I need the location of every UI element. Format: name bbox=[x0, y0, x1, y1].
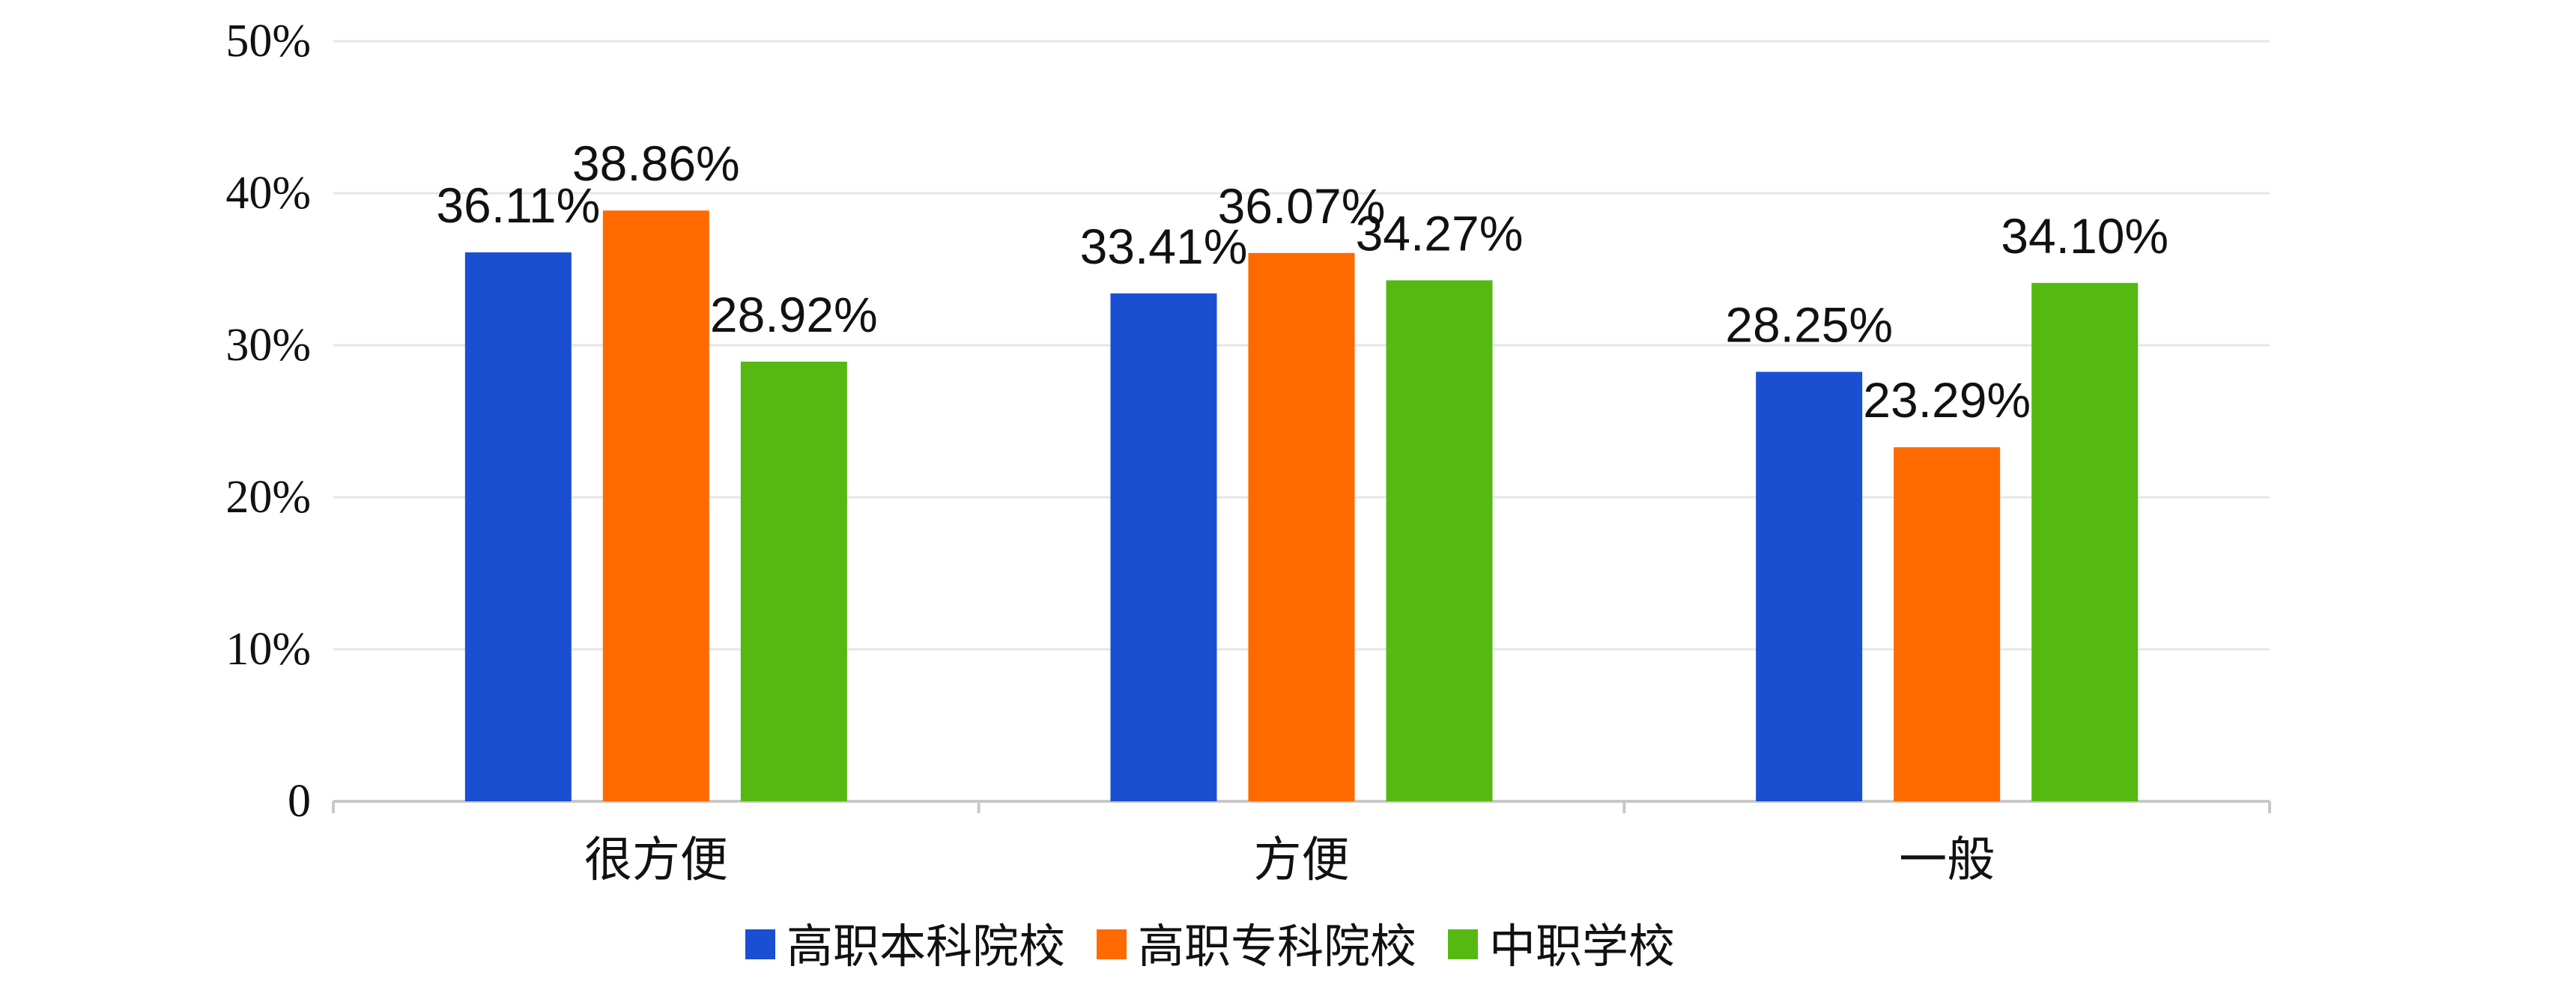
x-category-label: 很方便 bbox=[584, 833, 728, 888]
y-tick-label: 40% bbox=[225, 168, 311, 219]
x-category-label: 方便 bbox=[1254, 833, 1350, 888]
bar bbox=[2031, 282, 2139, 801]
legend-swatch bbox=[745, 929, 775, 959]
data-label: 28.92% bbox=[710, 287, 878, 342]
x-category-label: 一般 bbox=[1899, 833, 1995, 888]
y-tick-label: 10% bbox=[225, 624, 311, 675]
y-tick-label: 0 bbox=[288, 776, 311, 827]
legend-swatch bbox=[1097, 929, 1127, 959]
bar bbox=[1894, 447, 2001, 801]
data-label: 36.07% bbox=[1218, 178, 1386, 234]
legend: 高职本科院校 高职专科院校 中职学校 bbox=[745, 919, 1675, 974]
bar bbox=[1110, 293, 1217, 802]
legend-label: 高职专科院校 bbox=[1138, 919, 1416, 974]
bar bbox=[1386, 280, 1493, 802]
data-label: 34.27% bbox=[1356, 205, 1524, 261]
legend-swatch bbox=[1448, 929, 1478, 959]
data-label: 28.25% bbox=[1725, 297, 1893, 353]
bar bbox=[602, 210, 709, 802]
axes: 0 10% 20% 30% 40% 50% 很方便 方便 一般 bbox=[225, 16, 2271, 888]
data-labels: 36.11% 33.41% 28.25% 38.86% 36.07% 23.29% 28.9… bbox=[436, 136, 2169, 428]
data-label: 36.11% bbox=[436, 177, 600, 233]
y-tick-label: 30% bbox=[225, 320, 311, 371]
bar bbox=[1756, 371, 1863, 801]
bar bbox=[1248, 252, 1355, 801]
y-tick-label: 50% bbox=[225, 16, 311, 67]
data-label: 38.86% bbox=[572, 136, 740, 191]
data-label: 23.29% bbox=[1863, 372, 2031, 428]
bar bbox=[464, 252, 572, 801]
y-tick-label: 20% bbox=[225, 472, 311, 523]
bars bbox=[464, 210, 2139, 802]
data-label: 33.41% bbox=[1080, 219, 1248, 274]
legend-label: 高职本科院校 bbox=[787, 919, 1065, 974]
bar bbox=[740, 361, 847, 801]
data-label: 34.10% bbox=[2001, 208, 2169, 264]
legend-label: 中职学校 bbox=[1489, 919, 1675, 974]
